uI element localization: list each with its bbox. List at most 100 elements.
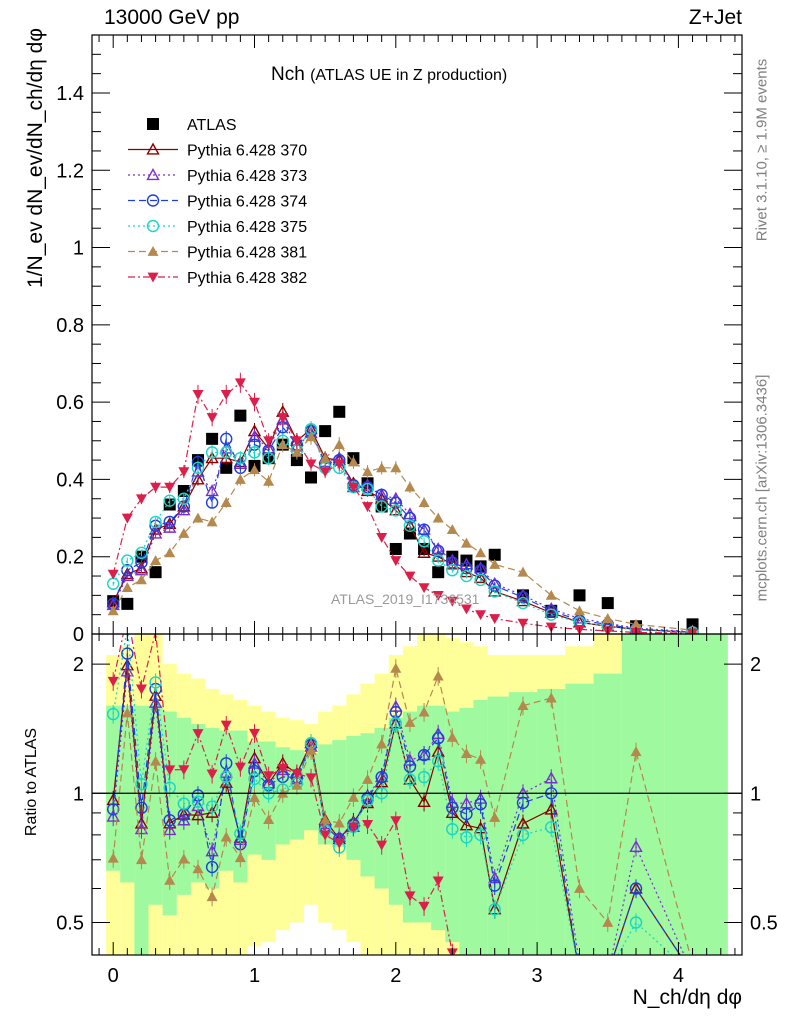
data-point-atlas	[389, 542, 402, 555]
ratio-point	[574, 883, 585, 893]
ratio-point	[488, 903, 501, 916]
ratio-point	[305, 744, 317, 755]
y-tick-label-ratio-right: 1	[750, 783, 761, 805]
ratio-point	[291, 779, 303, 790]
series-line	[112, 381, 693, 634]
ratio-band-inner	[219, 730, 234, 871]
ratio-point	[629, 916, 643, 929]
ratio-band-inner	[621, 634, 665, 955]
data-point-mc	[333, 459, 345, 470]
data-point-mc	[360, 484, 375, 497]
legend-marker	[146, 219, 160, 233]
ratio-point	[134, 822, 149, 835]
data-point-mc	[263, 475, 275, 486]
x-tick-label: 3	[532, 965, 543, 987]
data-point-mc	[305, 431, 317, 442]
data-point-mc	[234, 451, 247, 465]
ratio-point	[375, 770, 388, 784]
series-line	[112, 435, 693, 631]
data-point-mc	[164, 482, 176, 493]
data-point-mc	[347, 482, 359, 493]
data-point-mc	[517, 566, 529, 577]
ratio-point	[163, 813, 176, 827]
data-point-mc	[120, 567, 135, 580]
data-point-mc	[517, 618, 529, 629]
data-point-mc	[121, 582, 133, 593]
legend-marker	[147, 272, 159, 283]
data-point-mc	[178, 528, 190, 538]
ratio-point	[489, 812, 501, 822]
ratio-band-inner	[664, 634, 728, 955]
data-point-mc	[205, 446, 219, 459]
ratio-point	[206, 891, 218, 902]
ratio-point	[234, 762, 246, 773]
data-point-mc	[234, 473, 246, 484]
ratio-point	[516, 796, 530, 810]
ratio-point	[460, 807, 473, 821]
y-tick-label-top: 1.4	[56, 83, 84, 105]
data-point-mc	[305, 459, 317, 470]
data-point-mc	[516, 588, 530, 601]
ratio-point	[319, 830, 331, 841]
data-point-mc	[150, 482, 162, 493]
data-point-mc	[390, 462, 402, 473]
ratio-point	[446, 731, 458, 742]
ratio-point	[148, 695, 163, 708]
ratio-point	[390, 662, 402, 673]
ratio-point	[107, 852, 119, 863]
data-point-mc	[516, 596, 530, 610]
data-point-mc	[489, 558, 501, 569]
ratio-point	[545, 692, 557, 703]
data-point-atlas	[305, 471, 318, 484]
ratio-point	[333, 817, 345, 828]
ratio-point	[220, 720, 232, 731]
data-point-mc	[488, 576, 502, 589]
ratio-point	[305, 773, 317, 784]
ratio-point	[417, 770, 431, 784]
data-point-mc	[220, 390, 232, 400]
data-point-mc	[248, 446, 261, 459]
data-point-mc	[473, 571, 488, 584]
data-point-mc	[417, 522, 431, 535]
ratio-point	[347, 791, 359, 802]
data-point-mc	[135, 574, 147, 585]
ratio-point	[164, 874, 176, 885]
ratio-point	[107, 676, 119, 687]
data-point-mc	[432, 590, 444, 601]
data-point-mc	[474, 564, 487, 577]
data-point-mc	[574, 605, 585, 616]
data-point-mc	[390, 556, 402, 567]
data-point-mc	[291, 436, 303, 447]
data-point-mc	[262, 451, 275, 465]
data-point-mc	[545, 604, 558, 618]
data-point-mc	[404, 481, 416, 492]
data-point-mc	[191, 464, 205, 477]
main-series-group	[106, 372, 699, 634]
ratio-point	[432, 670, 444, 681]
ratio-point	[390, 816, 402, 827]
ratio-point	[544, 771, 558, 784]
ratio-point	[121, 647, 134, 660]
data-point-mc	[489, 614, 501, 625]
data-point-mc	[361, 482, 374, 496]
y-tick-label-ratio-right: 0.5	[750, 912, 778, 934]
ratio-point	[376, 738, 388, 749]
ratio-point	[404, 891, 416, 902]
data-point-mc	[375, 500, 388, 513]
ratio-point	[488, 879, 501, 892]
ratio-point	[120, 664, 135, 677]
data-point-mc	[362, 502, 374, 512]
data-point-mc	[488, 585, 501, 598]
data-point-mc	[376, 462, 388, 473]
ratio-point	[192, 729, 204, 740]
legend-marker	[146, 168, 160, 181]
data-point-mc	[319, 452, 331, 463]
plot-frames	[91, 34, 743, 956]
data-point-mc	[135, 556, 148, 569]
x-tick-label: 0	[108, 965, 119, 987]
ratio-band-inner	[487, 696, 509, 955]
data-point-mc	[163, 494, 176, 507]
data-point-mc	[404, 571, 416, 582]
data-point-atlas	[573, 589, 586, 602]
data-point-mc	[418, 583, 430, 594]
